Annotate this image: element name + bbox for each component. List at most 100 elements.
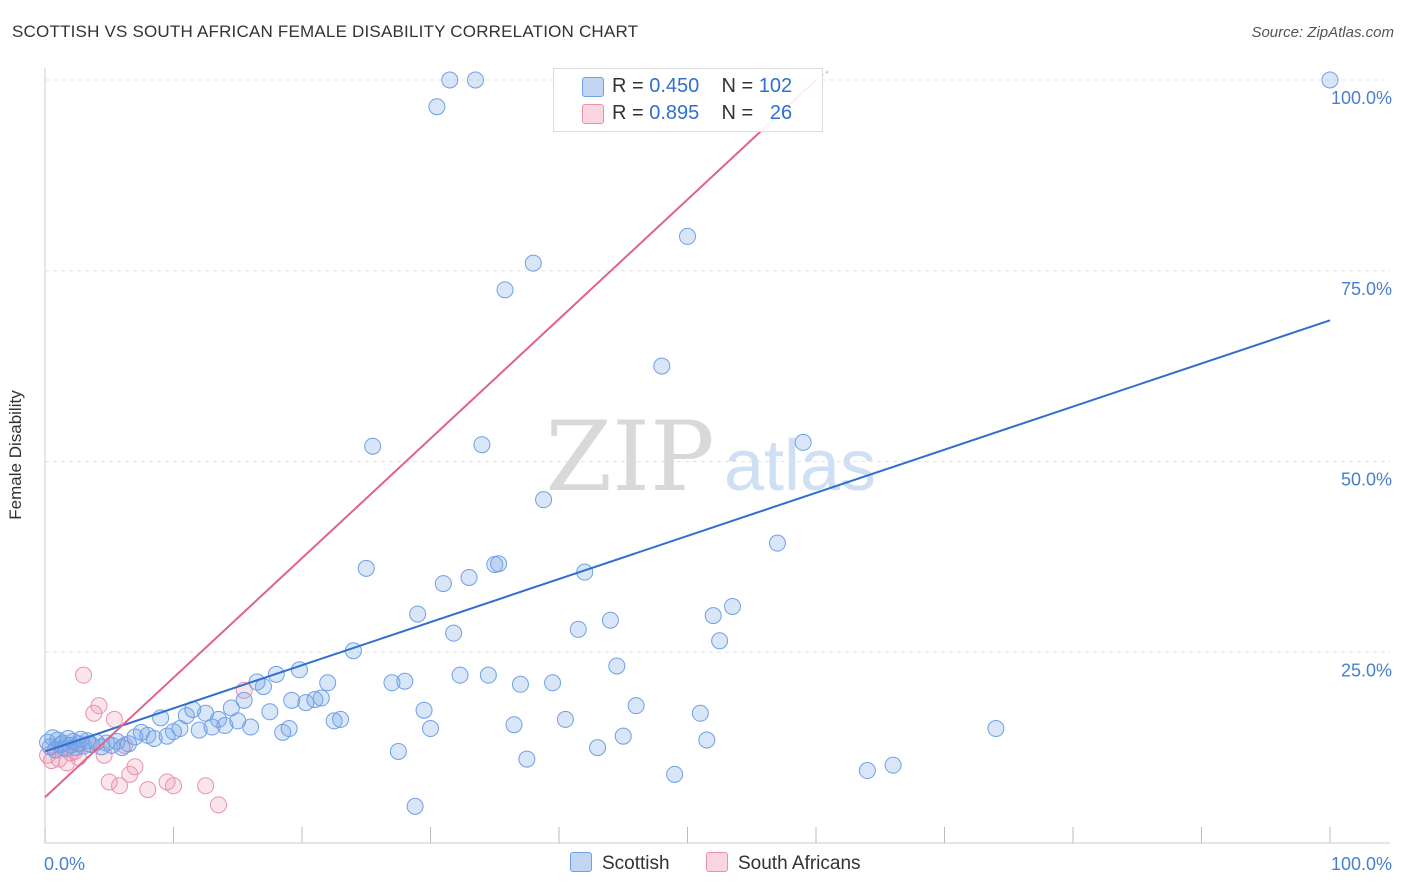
scottish-point — [614, 727, 632, 745]
scottish-point — [496, 281, 514, 299]
south-african-point — [209, 796, 227, 814]
scottish-point — [666, 765, 684, 783]
scottish-point — [794, 433, 812, 451]
y-tick-label: 50.0% — [1341, 470, 1392, 490]
scottish-point — [145, 729, 163, 747]
scottish-point — [698, 731, 716, 749]
gridlines — [45, 79, 1390, 653]
scottish-point — [589, 739, 607, 757]
scottish-swatch — [570, 852, 592, 872]
scottish-point — [711, 632, 729, 650]
scottish-point — [406, 797, 424, 815]
bottom-legend-south-african: South Africans — [706, 852, 861, 875]
south-african-swatch — [582, 104, 604, 124]
scottish-point — [216, 716, 234, 734]
south-african-point — [100, 773, 118, 791]
scottish-point — [409, 605, 427, 623]
y-tick-label: 75.0% — [1341, 279, 1392, 299]
y-tick-label: 25.0% — [1341, 660, 1392, 680]
south-african-trend-line — [44, 79, 817, 798]
scottish-point — [987, 720, 1005, 738]
scottish-point — [261, 703, 279, 721]
chart-title: SCOTTISH VS SOUTH AFRICAN FEMALE DISABIL… — [12, 22, 639, 41]
scottish-point — [120, 735, 138, 753]
scottish-point — [704, 607, 722, 625]
scottish-point — [768, 534, 786, 552]
scottish-point — [569, 620, 587, 638]
scottish-point — [679, 227, 696, 245]
watermark-atlas: atlas — [724, 426, 876, 506]
watermark: ZIP atlas — [545, 401, 876, 513]
scottish-point — [1321, 71, 1339, 89]
south-african-point — [126, 758, 144, 776]
south-african-point — [139, 781, 157, 799]
scottish-point — [297, 694, 315, 712]
scottish-point — [518, 750, 536, 768]
correlation-legend: R = 0.450 N = 102 R = 0.895 N = 26 — [553, 68, 823, 132]
scottish-point — [312, 689, 330, 707]
scottish-point — [479, 666, 497, 684]
scottish-point — [364, 437, 382, 455]
south-african-point — [197, 777, 215, 795]
scottish-point — [556, 710, 574, 728]
scottish-point — [884, 756, 902, 774]
scottish-point — [422, 720, 439, 738]
legend-n-label: N = — [721, 102, 754, 124]
legend-r-label: R = — [612, 102, 644, 124]
legend-n-label: N = — [721, 75, 754, 97]
scottish-point — [627, 697, 645, 715]
south-african-points — [39, 666, 253, 814]
scottish-point — [434, 575, 452, 593]
legend-n-value: 26 — [769, 102, 793, 124]
scottish-point — [691, 704, 709, 722]
scottish-point — [190, 721, 208, 739]
scottish-point — [490, 555, 508, 573]
south-african-point — [90, 697, 108, 715]
scottish-point — [319, 674, 337, 692]
scottish-point — [451, 666, 469, 684]
scottish-swatch — [582, 77, 604, 97]
scottish-point — [332, 710, 350, 728]
x-tick-label: 0.0% — [44, 854, 85, 874]
legend-n-value: 102 — [758, 75, 793, 97]
scottish-point — [535, 491, 553, 509]
bottom-legend-scottish: Scottish — [570, 852, 670, 875]
scottish-point — [544, 674, 562, 692]
watermark-zip: ZIP — [545, 401, 714, 513]
y-axis-label: Female Disability — [6, 390, 25, 520]
scottish-point — [723, 597, 741, 615]
scottish-point — [601, 611, 619, 629]
south-african-point — [75, 666, 93, 684]
scottish-point — [466, 71, 484, 89]
south-african-point — [165, 777, 182, 795]
scottish-point — [524, 254, 542, 272]
bottom-legend-scottish-label: Scottish — [602, 853, 670, 874]
scottish-point — [306, 691, 324, 709]
scottish-point — [505, 716, 523, 734]
scottish-point — [283, 691, 301, 709]
scottish-point — [608, 657, 626, 675]
scottish-point — [460, 568, 478, 586]
scottish-point — [415, 701, 433, 719]
scottish-trend-line — [44, 319, 1331, 753]
south-african-swatch — [706, 852, 728, 872]
south-african-point — [111, 777, 129, 795]
legend-r-label: R = — [612, 75, 644, 97]
scottish-point — [325, 712, 343, 730]
tick-labels: 25.0% 50.0% 75.0% 100.0% 0.0% 100.0% — [44, 88, 1392, 874]
bottom-legend-south-african-label: South Africans — [738, 853, 861, 874]
scottish-point — [177, 707, 195, 725]
scottish-point — [473, 436, 491, 454]
scottish-point — [441, 71, 459, 89]
legend-r-value: 0.450 — [649, 75, 700, 97]
scottish-point — [389, 742, 407, 760]
legend-r-value: 0.895 — [649, 102, 700, 124]
scottish-point — [280, 720, 298, 738]
scottish-point — [511, 675, 529, 693]
south-african-point — [105, 710, 123, 728]
scottish-point — [242, 718, 260, 736]
source-label: Source: ZipAtlas.com — [1251, 24, 1394, 41]
axes — [44, 68, 1390, 844]
scottish-point — [357, 559, 375, 577]
